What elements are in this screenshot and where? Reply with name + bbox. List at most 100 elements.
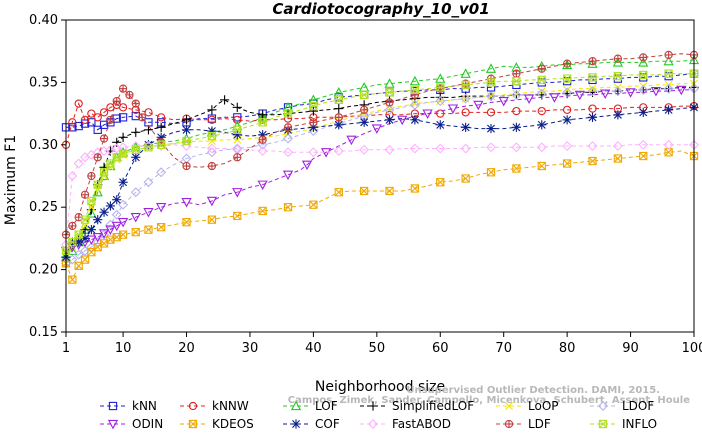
data-point-kdeos — [512, 164, 521, 173]
data-point-kdeos — [157, 223, 166, 232]
legend-item-ldof: LDOF — [590, 399, 654, 413]
data-point-simplifiedlof — [232, 102, 242, 112]
data-point-ldf — [639, 53, 648, 62]
data-point-fastabod — [67, 171, 78, 181]
data-point-ldof — [511, 89, 522, 100]
data-point-knn — [131, 111, 140, 121]
data-point-kdeos — [334, 188, 343, 197]
data-point-ldf — [334, 113, 343, 122]
data-point-inflo — [74, 230, 83, 239]
data-point-ldof — [206, 147, 217, 158]
data-point-fastabod — [206, 143, 217, 154]
data-point-knn — [112, 114, 121, 123]
data-point-simplifiedlof — [112, 137, 122, 147]
data-point-ldof — [435, 96, 446, 107]
data-point-odin — [676, 85, 687, 96]
data-point-inflo — [436, 83, 445, 92]
data-point-lof — [384, 78, 395, 88]
data-point-ldof — [638, 84, 649, 95]
data-point-kdeos — [284, 203, 293, 212]
data-point-odin — [397, 115, 408, 126]
data-point-cof — [359, 117, 369, 127]
data-point-kdeos — [68, 275, 77, 284]
data-point-knnw — [93, 113, 102, 122]
data-point-inflo — [309, 101, 318, 111]
data-point-knnw — [562, 105, 572, 115]
legend-marker-loop — [505, 402, 513, 410]
data-point-kdeos — [410, 184, 419, 193]
data-point-kdeos — [207, 215, 217, 224]
data-point-ldof — [663, 83, 674, 94]
data-point-odin — [422, 109, 433, 119]
data-point-ldof — [435, 96, 446, 107]
data-point-ldf — [68, 221, 77, 231]
data-point-simplifiedlof — [308, 106, 318, 116]
data-point-ldf — [283, 123, 293, 132]
data-point-knnw — [562, 105, 572, 115]
data-point-knnw — [233, 115, 242, 124]
data-point-odin — [346, 135, 357, 146]
legend-item-loop: LoOP — [496, 399, 559, 413]
data-point-simplifiedlof — [131, 127, 141, 137]
data-point-odin — [498, 96, 509, 107]
legend-label-inflo: INFLO — [622, 417, 657, 431]
legend-item-simplifiedlof: SimplifiedLOF — [360, 399, 474, 413]
data-point-loop — [537, 87, 546, 96]
data-point-kdeos — [639, 151, 648, 161]
legend-item-inflo: INFLO — [590, 417, 657, 431]
data-point-inflo — [639, 70, 648, 80]
data-point-ldof — [409, 99, 420, 110]
data-point-ldf — [562, 59, 572, 68]
data-point-knnw — [68, 118, 77, 127]
data-point-odin — [447, 104, 459, 114]
legend-marker-odin — [107, 419, 119, 430]
data-point-cof — [613, 110, 623, 120]
x-tick-label: 1 — [62, 341, 70, 356]
x-tick-label: 40 — [305, 341, 322, 356]
data-point-cof — [486, 123, 496, 134]
data-point-knnw — [99, 108, 109, 117]
data-point-knnw — [87, 109, 96, 118]
data-point-odin — [371, 124, 382, 134]
data-point-kdeos — [258, 206, 267, 216]
x-tick-label: 90 — [622, 341, 639, 356]
watermark-line-1: Unsupervised Outlier Detection. DAMI, 20… — [406, 385, 660, 396]
data-point-fastabod — [73, 158, 84, 169]
data-point-ldof — [73, 249, 84, 260]
data-point-inflo — [207, 131, 217, 141]
legend-label-simplifiedlof: SimplifiedLOF — [392, 399, 474, 413]
data-point-ldf — [131, 99, 140, 108]
data-point-fastabod — [663, 139, 674, 150]
data-point-inflo — [131, 145, 140, 154]
data-point-kdeos — [562, 159, 572, 168]
data-point-lof — [587, 58, 598, 68]
data-point-ldof — [283, 133, 293, 144]
x-tick-label: 20 — [178, 341, 195, 356]
data-point-inflo — [182, 136, 191, 146]
data-point-kdeos — [512, 164, 521, 173]
data-point-knnw — [74, 99, 83, 108]
data-point-ldof — [156, 167, 167, 178]
y-tick-label: 0.20 — [29, 263, 58, 278]
data-point-kdeos — [410, 184, 420, 193]
data-point-kdeos — [144, 225, 153, 234]
data-point-fastabod — [536, 142, 547, 153]
data-point-odin — [600, 89, 611, 99]
legend-label-knnw: kNNW — [212, 399, 249, 413]
data-point-lof — [435, 73, 446, 83]
data-point-kdeos — [80, 255, 90, 264]
y-tick-label: 0.15 — [29, 325, 58, 340]
data-point-odin — [301, 160, 313, 171]
series-loop — [62, 79, 698, 262]
legend-marker-cof — [291, 419, 301, 429]
data-point-knnw — [93, 113, 102, 122]
legend-label-ldf: LDF — [528, 417, 551, 431]
series-line-knn — [66, 73, 695, 131]
data-point-ldf — [137, 113, 147, 122]
data-point-odin — [422, 109, 433, 119]
data-point-knnw — [80, 115, 90, 124]
data-point-ldf — [410, 90, 420, 100]
legend-item-knn: kNN — [100, 399, 157, 413]
data-point-odin — [549, 93, 560, 103]
data-point-knnw — [87, 109, 96, 118]
